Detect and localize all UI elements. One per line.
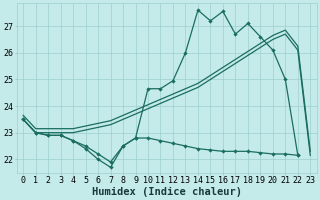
- X-axis label: Humidex (Indice chaleur): Humidex (Indice chaleur): [92, 186, 242, 197]
